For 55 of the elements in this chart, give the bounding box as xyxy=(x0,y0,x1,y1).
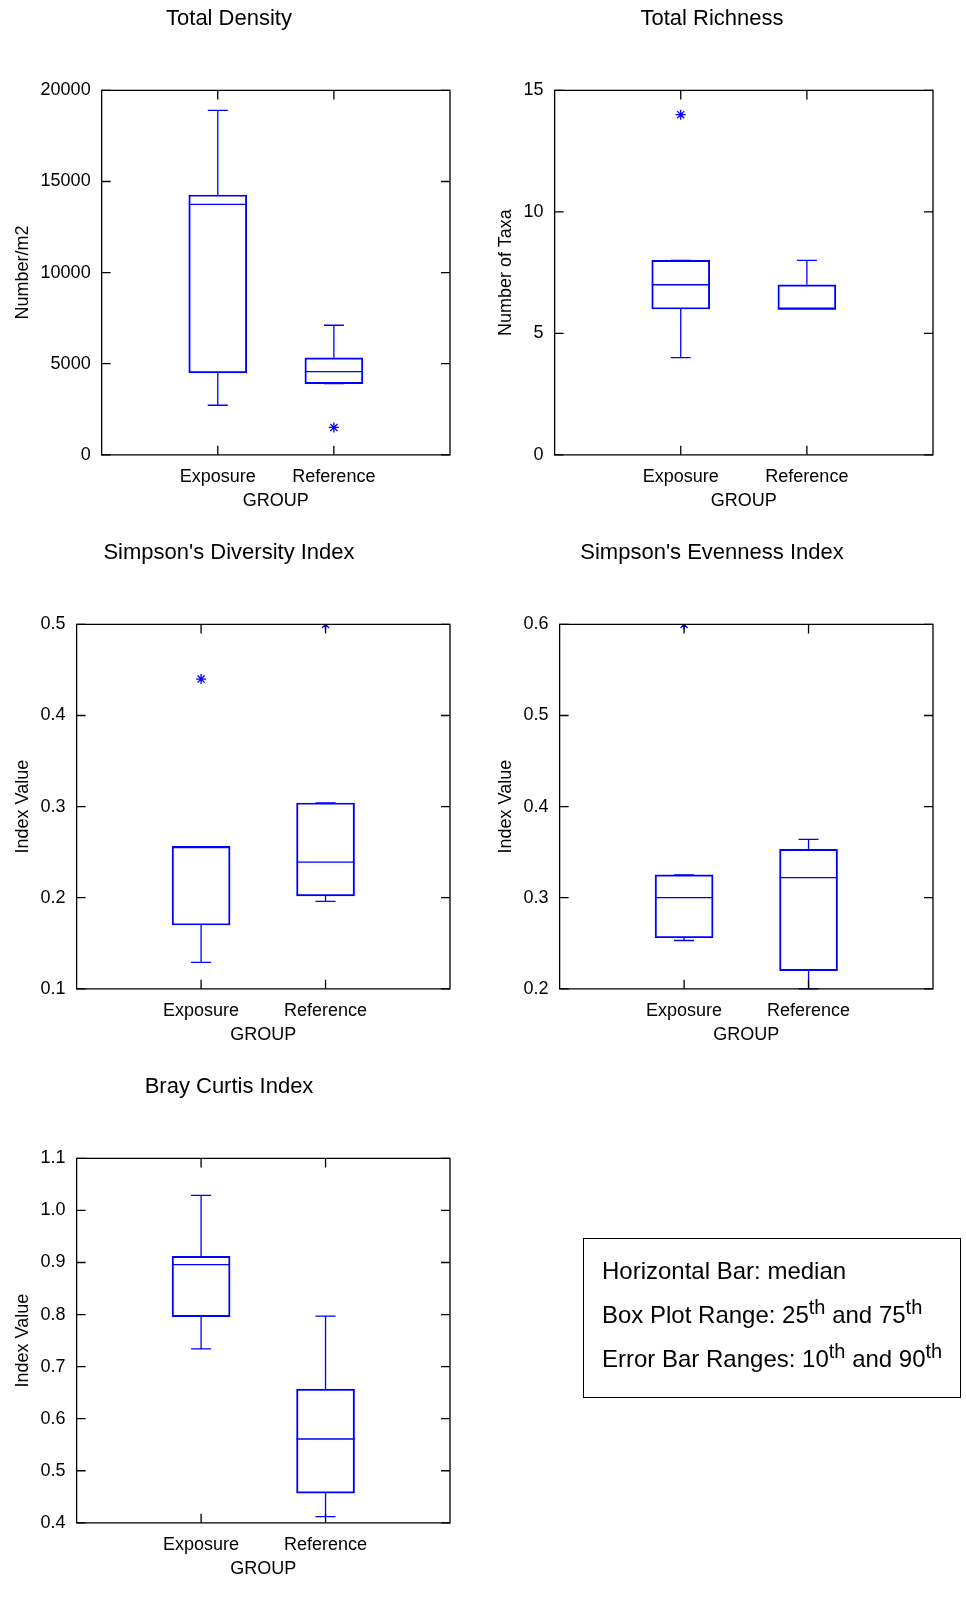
y-tick-label: 5 xyxy=(533,322,544,343)
x-tick-label: Exposure xyxy=(179,465,256,486)
y-tick-label: 0.3 xyxy=(40,795,66,816)
y-tick-label: 0 xyxy=(80,443,91,464)
y-axis-title: Number/m2 xyxy=(11,225,32,320)
y-tick-label: 0.1 xyxy=(40,977,66,998)
y-tick-label: 5000 xyxy=(50,352,91,373)
chart-title: Simpson's Diversity Index xyxy=(103,539,355,565)
y-axis-title: Index Value xyxy=(494,759,515,854)
chart-title: Total Density xyxy=(166,5,292,31)
y-tick-label: 10000 xyxy=(40,261,91,282)
y-tick-label: 15000 xyxy=(40,170,91,191)
x-tick-label: Exposure xyxy=(646,999,723,1020)
y-tick-label: 15 xyxy=(523,79,544,100)
x-axis-title: GROUP xyxy=(710,490,777,511)
y-tick-label: 1.1 xyxy=(40,1147,66,1168)
y-tick-label: 10 xyxy=(523,200,544,221)
y-tick-label: 0.6 xyxy=(523,613,549,634)
y-tick-label: 1.0 xyxy=(40,1199,66,1220)
y-tick-label: 0.5 xyxy=(40,1459,66,1480)
y-tick-label: 0.5 xyxy=(40,613,66,634)
y-tick-label: 0.3 xyxy=(523,886,549,907)
y-tick-label: 0.9 xyxy=(40,1251,66,1272)
y-axis-title: Index Value xyxy=(11,759,32,854)
y-tick-label: 0.4 xyxy=(40,704,66,725)
x-tick-label: Exposure xyxy=(163,999,240,1020)
y-tick-label: 0.8 xyxy=(40,1303,66,1324)
text: Box Plot Range: 25$^{th}$ and 75$^{th}$ xyxy=(602,1295,924,1330)
y-tick-label: 0.2 xyxy=(40,886,66,907)
x-tick-label: Reference xyxy=(292,465,376,486)
text: Horizontal Bar: median xyxy=(602,1256,848,1286)
x-axis-title: GROUP xyxy=(242,490,309,511)
x-axis-title: GROUP xyxy=(713,1024,780,1045)
y-tick-label: 0.6 xyxy=(40,1407,66,1428)
y-axis-title: Number of Taxa xyxy=(494,208,515,336)
x-tick-label: Reference xyxy=(284,1533,368,1554)
y-tick-label: 0 xyxy=(533,443,544,464)
x-tick-label: Exposure xyxy=(163,1533,240,1554)
y-tick-label: 0.2 xyxy=(523,977,549,998)
chart-title: Bray Curtis Index xyxy=(144,1073,314,1099)
x-axis-title: GROUP xyxy=(230,1024,297,1045)
x-tick-label: Exposure xyxy=(642,465,719,486)
text: Error Bar Ranges: 10$^{th}$ and 90$^{th}$ xyxy=(602,1339,943,1374)
x-tick-label: Reference xyxy=(284,999,368,1020)
x-tick-label: Reference xyxy=(765,465,849,486)
y-tick-label: 0.5 xyxy=(523,704,549,725)
y-tick-label: 20000 xyxy=(40,79,91,100)
y-tick-label: 0.4 xyxy=(40,1511,66,1532)
y-tick-label: 0.7 xyxy=(40,1355,66,1376)
chart-title: Total Richness xyxy=(640,5,784,31)
x-tick-label: Reference xyxy=(767,999,851,1020)
y-tick-label: 0.4 xyxy=(523,795,549,816)
x-axis-title: GROUP xyxy=(230,1558,297,1579)
chart-title: Simpson's Evenness Index xyxy=(580,539,844,565)
y-axis-title: Index Value xyxy=(11,1293,32,1388)
